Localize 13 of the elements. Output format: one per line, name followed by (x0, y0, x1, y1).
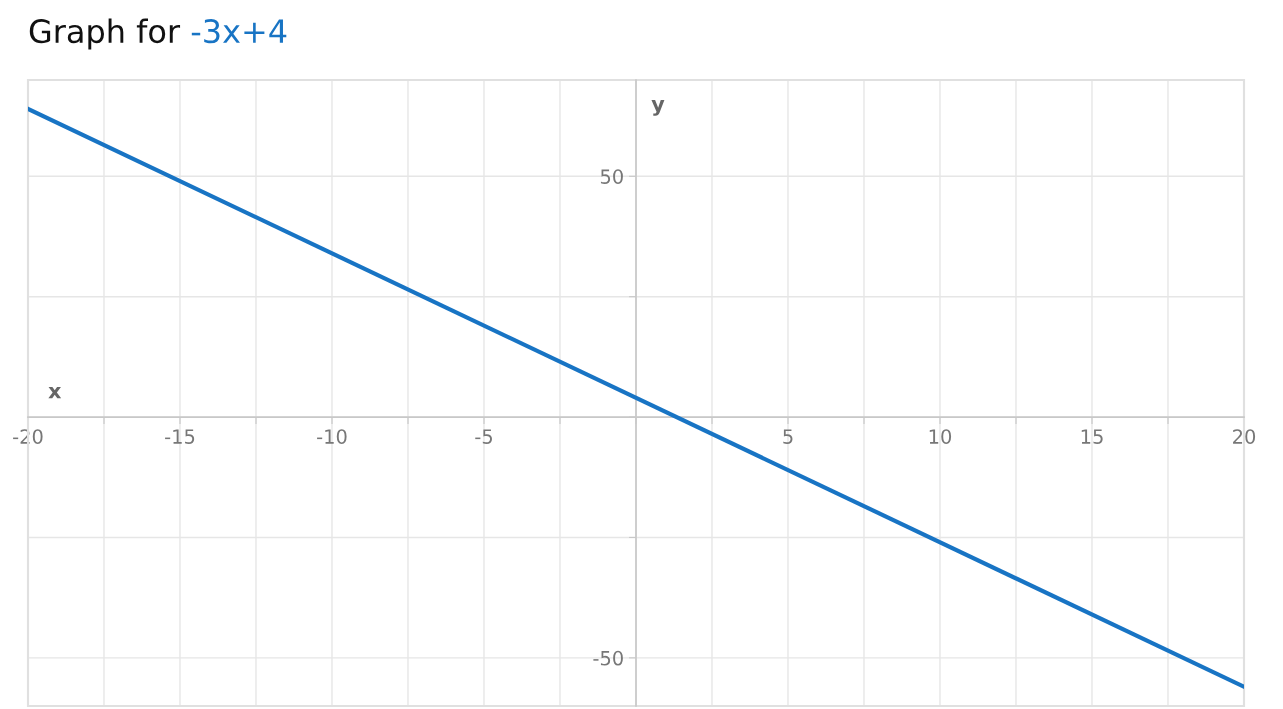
text: -3x+4 (191, 19, 287, 44)
x-axis-title: x (48, 386, 62, 399)
x-tick-label: -10 (317, 429, 347, 444)
x-tick-label: -15 (165, 429, 195, 444)
x-tick-label: 20 (1233, 429, 1256, 444)
x-tick-label: 10 (929, 429, 952, 444)
x-tick-label: 5 (783, 429, 793, 444)
x-tick-label: 15 (1081, 429, 1103, 444)
x-tick-label: -5 (475, 429, 492, 444)
y-tick-label: -50 (593, 650, 623, 666)
y-axis-title: y (651, 99, 665, 116)
chart-title: Graph for (29, 18, 181, 50)
y-tick-label: 50 (600, 169, 623, 184)
